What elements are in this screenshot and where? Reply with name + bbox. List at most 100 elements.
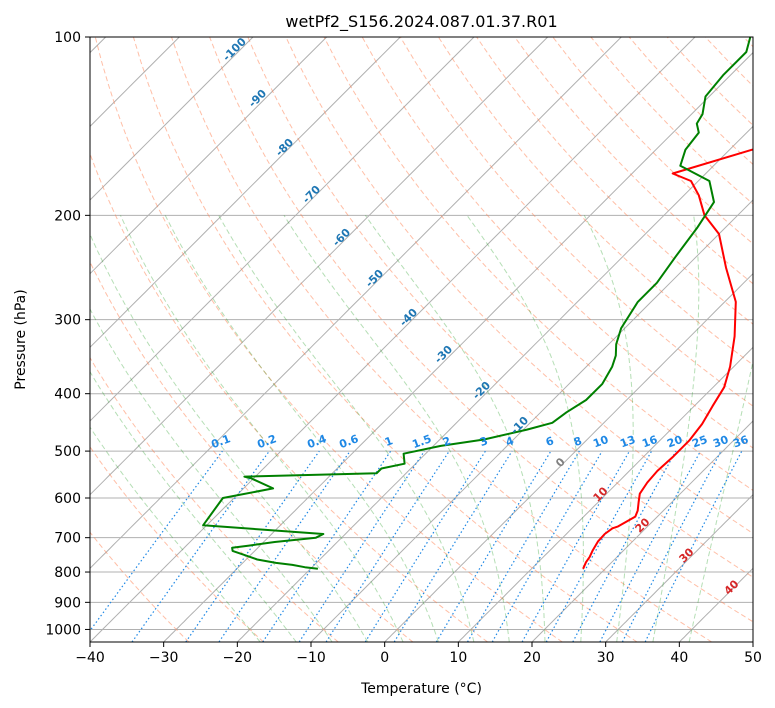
x-tick-label: 10 bbox=[449, 650, 467, 666]
mixing-ratio-line bbox=[393, 450, 513, 642]
dry-adiabat-line bbox=[90, 152, 488, 642]
y-tick-label: 400 bbox=[54, 387, 81, 403]
moist-adiabat-line bbox=[283, 215, 510, 642]
isotherm-line bbox=[678, 567, 753, 642]
temperature-profile-line bbox=[582, 148, 753, 570]
background-lines bbox=[90, 37, 753, 642]
isotherm-line bbox=[384, 272, 753, 642]
isotherm-line bbox=[90, 37, 475, 422]
moist-adiabat-line bbox=[90, 308, 333, 642]
y-tick-label: 900 bbox=[54, 595, 81, 611]
x-tick-label: 40 bbox=[670, 650, 688, 666]
moist-adiabat-line bbox=[364, 215, 546, 642]
mixing-ratio-label: 10 bbox=[591, 433, 610, 451]
isotherm-line bbox=[90, 37, 622, 570]
series-lines bbox=[202, 37, 753, 570]
moist-adiabat-line bbox=[218, 215, 475, 642]
mixing-ratio-line bbox=[262, 450, 392, 642]
mixing-ratio-label: 1 bbox=[383, 434, 395, 449]
y-tick-label: 800 bbox=[54, 565, 81, 581]
mixing-ratio-label: 6 bbox=[544, 434, 556, 449]
mixing-ratio-label: 16 bbox=[640, 433, 659, 451]
y-tick-label: 1000 bbox=[45, 622, 81, 638]
x-tick-label: 30 bbox=[597, 650, 615, 666]
moist-adiabat-line bbox=[688, 358, 753, 642]
isotherm-line bbox=[457, 346, 753, 642]
isotherm-line bbox=[310, 199, 753, 642]
moist-adiabat-line bbox=[90, 232, 369, 642]
dry-adiabat-line bbox=[437, 37, 753, 366]
x-tick-label: 0 bbox=[380, 650, 389, 666]
mixing-ratio-label: 25 bbox=[690, 433, 709, 450]
dry-adiabat-line bbox=[171, 37, 712, 642]
y-tick-label: 500 bbox=[54, 444, 81, 460]
mixing-ratio-label: 4 bbox=[504, 434, 516, 449]
mixing-ratio-line bbox=[185, 450, 320, 642]
mixing-ratio-label: 2 bbox=[441, 434, 453, 449]
dry-adiabat-line bbox=[94, 37, 563, 642]
mixing-ratio-line bbox=[572, 450, 677, 642]
plot-frame bbox=[89, 36, 754, 643]
mixing-ratio-label: 0.4 bbox=[305, 432, 328, 451]
moist-adiabat-line bbox=[652, 215, 700, 642]
isotherm-line bbox=[90, 37, 401, 349]
mixing-ratio-line bbox=[131, 450, 270, 642]
mixing-ratio-label: 0.1 bbox=[209, 432, 232, 451]
isotherm-line bbox=[531, 420, 753, 642]
dry-adiabat-line bbox=[90, 531, 190, 642]
isotherm-line bbox=[236, 125, 753, 642]
x-tick-label: −30 bbox=[149, 650, 179, 666]
y-tick-label: 600 bbox=[54, 491, 81, 507]
dry-adiabat-line bbox=[90, 260, 414, 642]
moist-adiabat-line bbox=[120, 215, 404, 642]
mixing-ratio-line bbox=[90, 450, 223, 632]
mixing-ratio-line bbox=[298, 450, 425, 642]
y-tick-label: 700 bbox=[54, 531, 81, 547]
mixing-ratio-label: 0.2 bbox=[255, 432, 278, 451]
moist-adiabat-line bbox=[90, 426, 261, 642]
dry-adiabat-line bbox=[132, 37, 638, 642]
mixing-ratio-label: 13 bbox=[618, 433, 637, 450]
mixing-ratio-label: 8 bbox=[572, 434, 584, 449]
dry-adiabat-line bbox=[285, 37, 753, 535]
dry-adiabat-line bbox=[399, 37, 753, 407]
x-tick-label: −20 bbox=[223, 650, 253, 666]
dry-adiabat-line bbox=[514, 37, 753, 285]
mixing-ratio-label: 30 bbox=[711, 433, 730, 451]
mixing-ratio-line bbox=[521, 450, 631, 642]
isotherm-line bbox=[163, 51, 753, 642]
chart-title: wetPf2_S156.2024.087.01.37.R01 bbox=[285, 12, 557, 32]
x-tick-label: −40 bbox=[75, 650, 105, 666]
moist-adiabat-line bbox=[90, 370, 297, 642]
x-tick-label: 20 bbox=[523, 650, 541, 666]
moist-adiabat-line bbox=[583, 215, 634, 642]
mixing-ratio-line bbox=[325, 450, 450, 642]
dry-adiabat-line bbox=[323, 37, 753, 491]
mixing-ratio-line bbox=[218, 450, 351, 642]
mixing-ratio-label: 20 bbox=[665, 433, 684, 451]
y-tick-label: 100 bbox=[54, 30, 81, 46]
axes: −40 −30 −20 −10 0 10 20 30 40 5010020030040050060… bbox=[45, 30, 762, 666]
dry-adiabat-line bbox=[209, 37, 753, 623]
x-tick-label: 50 bbox=[744, 650, 762, 666]
y-axis-title: Pressure (hPa) bbox=[13, 289, 29, 389]
dry-adiabat-line bbox=[247, 37, 753, 578]
mixing-ratio-label: 1.5 bbox=[410, 432, 433, 451]
moist-adiabat-line bbox=[164, 215, 439, 642]
x-tick-label: −10 bbox=[296, 650, 326, 666]
y-tick-label: 200 bbox=[54, 208, 81, 224]
y-tick-label: 300 bbox=[54, 313, 81, 329]
dewpoint-profile-line bbox=[202, 37, 752, 570]
moist-adiabat-line bbox=[466, 215, 584, 642]
mixing-ratio-line bbox=[644, 450, 743, 642]
dry-adiabat-line bbox=[90, 356, 339, 642]
mixing-ratio-line bbox=[545, 450, 653, 642]
dry-adiabat-line bbox=[361, 37, 753, 449]
mixing-ratio-label: 0.6 bbox=[337, 432, 360, 451]
isotherm-line bbox=[90, 37, 549, 496]
dry-adiabat-line bbox=[90, 446, 264, 642]
mixing-ratio-label: 3 bbox=[478, 434, 490, 449]
mixing-ratio-label: 36 bbox=[731, 433, 750, 451]
